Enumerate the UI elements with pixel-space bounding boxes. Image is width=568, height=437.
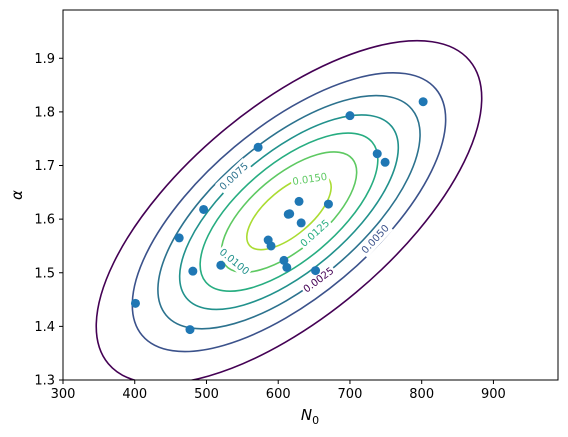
x-tick-label: 300 — [51, 387, 76, 402]
contour-label: 0.0150 — [292, 172, 328, 188]
x-tick-label: 800 — [409, 387, 434, 402]
scatter-point — [199, 204, 209, 214]
x-axis-ticks: 300 400 500 600 700 800 900 — [51, 380, 506, 402]
y-tick-label: 1.4 — [34, 320, 55, 335]
contour-label-gap — [215, 158, 253, 195]
contour-line — [131, 71, 447, 353]
scatter-point — [345, 111, 355, 121]
scatter-point — [253, 142, 263, 152]
y-tick-label: 1.7 — [34, 159, 55, 174]
y-tick-label: 1.3 — [34, 374, 55, 389]
x-axis-label: N0 — [301, 406, 319, 427]
scatter-point — [380, 157, 390, 167]
contour-line — [157, 94, 421, 330]
contour-lines — [95, 39, 483, 380]
scatter-point — [185, 325, 195, 335]
x-tick-label: 600 — [266, 387, 291, 402]
contour-label-gap — [215, 244, 254, 279]
scatter-point — [296, 218, 306, 228]
contour-line — [199, 132, 379, 292]
scatter-point — [294, 196, 304, 206]
contour-label-gap — [298, 262, 338, 297]
scatter-point — [130, 298, 140, 308]
x-axis-label-main: N — [301, 406, 312, 424]
contour-label-gap — [357, 220, 394, 258]
scatter-point — [418, 97, 428, 107]
scatter-points — [130, 97, 428, 335]
contour-label-gap — [296, 215, 334, 252]
scatter-point — [372, 149, 382, 159]
y-tick-label: 1.8 — [34, 105, 55, 120]
y-tick-label: 1.9 — [34, 52, 55, 67]
scatter-point — [188, 266, 198, 276]
y-tick-label: 1.5 — [34, 266, 55, 281]
scatter-point — [174, 233, 184, 243]
scatter-point — [285, 209, 295, 219]
scatter-point — [282, 262, 292, 272]
contour-line — [95, 39, 483, 380]
x-tick-label: 500 — [194, 387, 219, 402]
contour-label-gap — [289, 169, 330, 189]
scatter-point — [311, 266, 321, 276]
y-axis-ticks: 1.3 1.4 1.5 1.6 1.7 1.8 1.9 — [34, 52, 63, 389]
scatter-point — [266, 241, 276, 251]
scatter-point — [216, 260, 226, 270]
scatter-point — [279, 255, 289, 265]
y-axis-label: α — [8, 190, 26, 200]
x-tick-label: 400 — [122, 387, 147, 402]
y-tick-label: 1.6 — [34, 213, 55, 228]
x-axis-label-subscript: 0 — [312, 414, 319, 427]
scatter-point — [323, 199, 333, 209]
x-tick-label: 900 — [481, 387, 506, 402]
plot-frame — [62, 9, 559, 381]
x-tick-label: 700 — [338, 387, 363, 402]
